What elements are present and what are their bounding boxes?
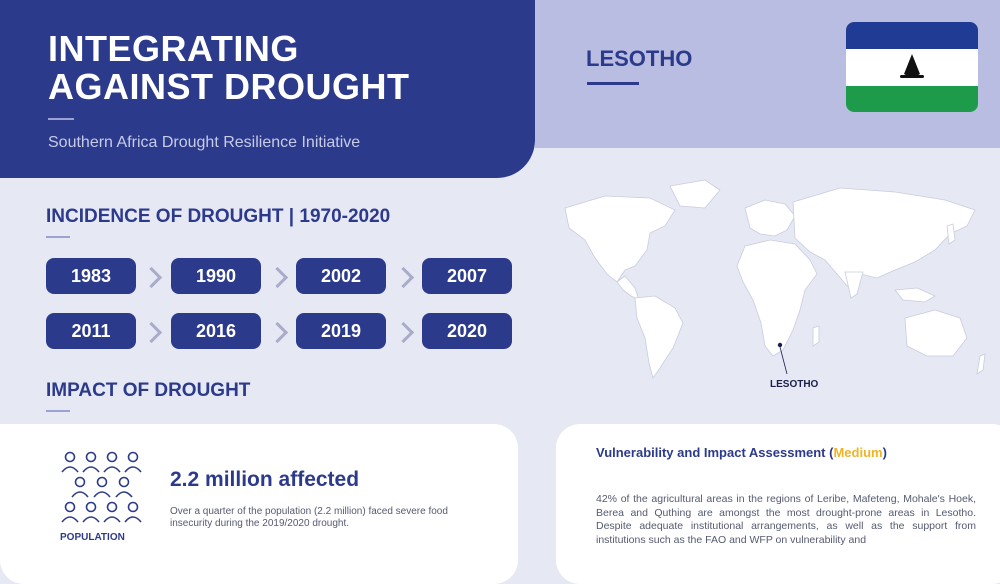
impact-heading: IMPACT OF DROUGHT — [46, 380, 251, 401]
country-divider — [587, 82, 639, 85]
chevron-right-icon — [140, 321, 163, 344]
affected-headline: 2.2 million affected — [170, 468, 360, 491]
incidence-heading: INCIDENCE OF DROUGHT | 1970-2020 — [46, 206, 391, 227]
vulnerability-title-prefix: Vulnerability and Impact Assessment ( — [596, 445, 834, 460]
population-label: POPULATION — [60, 532, 125, 543]
year-pill: 1983 — [46, 258, 136, 294]
chevron-right-icon — [266, 321, 289, 344]
vulnerability-card — [556, 424, 1000, 584]
year-pill: 2011 — [46, 313, 136, 349]
vulnerability-level: Medium — [833, 445, 883, 460]
country-name: LESOTHO — [586, 46, 693, 71]
title-line-1: INTEGRATING — [48, 28, 299, 69]
chevron-right-icon — [140, 266, 163, 289]
incidence-divider — [46, 236, 70, 238]
year-pill: 2007 — [422, 258, 512, 294]
people-group-icon — [61, 451, 142, 523]
world-map-icon — [564, 179, 986, 379]
page-title: INTEGRATING AGAINST DROUGHT — [48, 30, 410, 106]
chevron-right-icon — [392, 266, 415, 289]
year-pill: 2016 — [171, 313, 261, 349]
chevron-right-icon — [392, 321, 415, 344]
vulnerability-title: Vulnerability and Impact Assessment (Med… — [596, 445, 887, 460]
vulnerability-title-suffix: ) — [882, 445, 887, 460]
header-banner: INTEGRATING AGAINST DROUGHT Southern Afr… — [0, 0, 535, 178]
chevron-right-icon — [266, 266, 289, 289]
title-divider — [48, 118, 74, 120]
map-label: LESOTHO — [770, 379, 819, 390]
mokorotlo-hat-icon — [900, 54, 924, 78]
subtitle: Southern Africa Drought Resilience Initi… — [48, 134, 361, 151]
title-line-2: AGAINST DROUGHT — [48, 66, 410, 107]
lesotho-flag-icon — [846, 22, 978, 112]
year-pill: 2020 — [422, 313, 512, 349]
impact-divider — [46, 410, 70, 412]
population-card — [0, 424, 518, 584]
population-description: Over a quarter of the population (2.2 mi… — [170, 506, 448, 529]
year-pill: 1990 — [171, 258, 261, 294]
year-pill: 2019 — [296, 313, 386, 349]
year-pill: 2002 — [296, 258, 386, 294]
vulnerability-text: 42% of the agricultural areas in the reg… — [596, 493, 976, 546]
